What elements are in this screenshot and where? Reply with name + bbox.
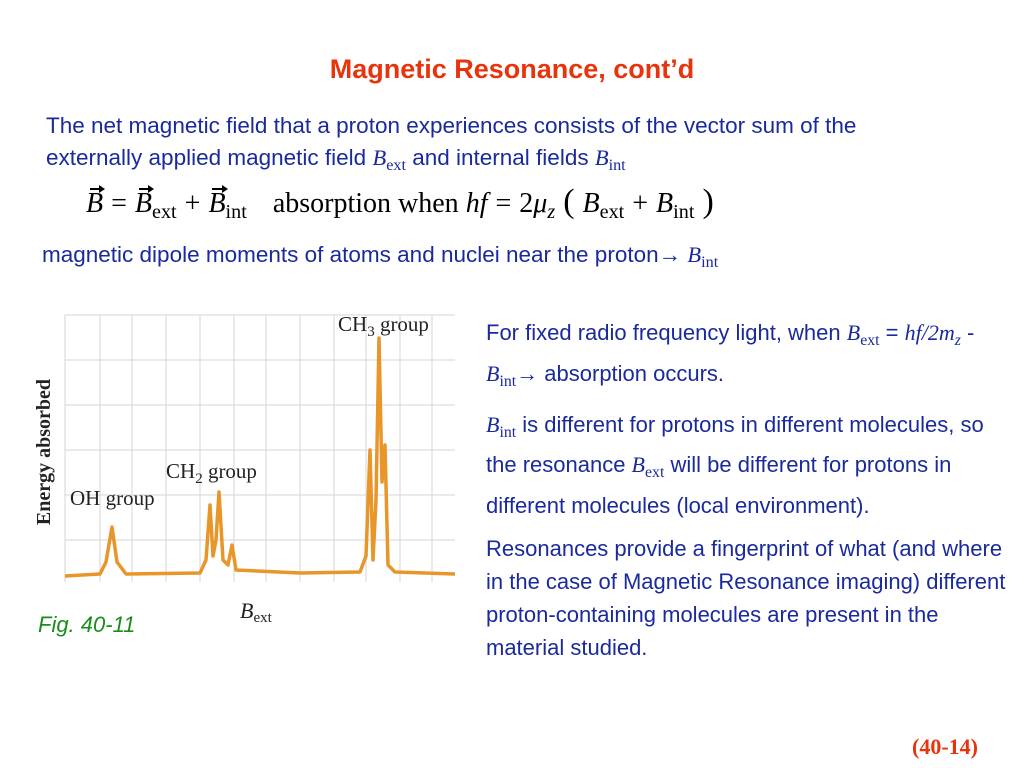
- paragraph: For fixed radio frequency light, when Be…: [486, 316, 1006, 398]
- text: Resonances provide a fingerprint of what…: [486, 536, 1006, 660]
- intro: The net magnetic field that a proton exp…: [46, 110, 946, 181]
- equation: B = Bext + Bint absorption when hf = 2μz(Bext + B…: [86, 183, 722, 224]
- symbol: B: [582, 188, 600, 219]
- symbol: B: [687, 242, 702, 267]
- dipole-line: magnetic dipole moments of atoms and nuc…: [42, 242, 718, 272]
- symbol: hf: [465, 188, 488, 219]
- text: CH: [338, 312, 367, 336]
- subscript: 2: [195, 471, 203, 487]
- paragraph: Bint is different for protons in differe…: [486, 408, 1006, 523]
- subscript: int: [499, 423, 517, 441]
- subscript: ext: [860, 331, 880, 349]
- spectrum-curve: [64, 336, 456, 578]
- subscript: ext: [386, 155, 406, 174]
- operator: =: [111, 188, 127, 219]
- text: -: [960, 320, 975, 345]
- notes: For fixed radio frequency light, when Be…: [486, 316, 1006, 674]
- symbol: B: [656, 188, 674, 219]
- text: =: [879, 320, 905, 345]
- subscript: 3: [367, 324, 375, 340]
- subscript: ext: [599, 201, 625, 224]
- subscript: int: [701, 252, 719, 271]
- symbol: B: [240, 598, 253, 623]
- number: 2: [519, 188, 534, 219]
- operator: =: [495, 188, 512, 219]
- text: CH: [166, 459, 195, 483]
- symbol: B: [846, 320, 861, 345]
- subscript: ext: [253, 610, 272, 626]
- subscript: ext: [152, 201, 177, 224]
- symbol: μ: [533, 188, 548, 219]
- spectrum-figure: CH3 group CH2 group OH group Energy abso…: [33, 312, 456, 626]
- paren: ): [702, 183, 714, 220]
- subscript: ext: [645, 464, 665, 481]
- x-axis-label: Bext: [240, 598, 273, 626]
- symbol: B: [486, 411, 500, 437]
- peak-label: CH3 group: [338, 312, 429, 340]
- subscript: int: [225, 201, 247, 224]
- symbol: B: [486, 360, 500, 386]
- peak-label: OH group: [70, 486, 155, 510]
- text: → absorption occurs.: [516, 360, 725, 386]
- figure-caption: Fig. 40-11: [38, 612, 136, 637]
- text: For fixed radio frequency light, when: [486, 320, 847, 345]
- text: The net magnetic field that a proton exp…: [46, 113, 857, 170]
- text: is different for protons in different mo…: [486, 411, 984, 478]
- text: will be different for protons in differe…: [486, 452, 952, 518]
- operator: +: [632, 188, 649, 219]
- symbol: B: [372, 145, 387, 170]
- symbol: B: [208, 185, 228, 219]
- symbol: B: [594, 145, 609, 170]
- peak-label: CH2 group: [166, 459, 257, 487]
- subscript: z: [954, 331, 961, 349]
- symbol: B: [631, 452, 645, 478]
- text: group: [203, 459, 257, 483]
- symbol: B: [134, 185, 155, 219]
- symbol: B: [86, 185, 106, 219]
- subscript: z: [547, 201, 556, 224]
- subscript: int: [608, 155, 626, 174]
- operator: +: [184, 188, 201, 219]
- text: absorption when: [272, 188, 466, 219]
- page-number: (40-14): [912, 734, 978, 759]
- paragraph: Resonances provide a fingerprint of what…: [486, 532, 1006, 664]
- figure-grid: [64, 314, 455, 582]
- text: and internal fields: [405, 145, 595, 170]
- text: group: [375, 312, 429, 336]
- paren: (: [563, 183, 575, 220]
- subscript: int: [673, 201, 695, 224]
- symbol: hf/2m: [904, 320, 955, 345]
- y-axis-label: Energy absorbed: [33, 379, 55, 525]
- text: magnetic dipole moments of atoms and nuc…: [42, 242, 688, 267]
- subscript: int: [499, 372, 517, 390]
- title: Magnetic Resonance, cont’d: [329, 54, 695, 84]
